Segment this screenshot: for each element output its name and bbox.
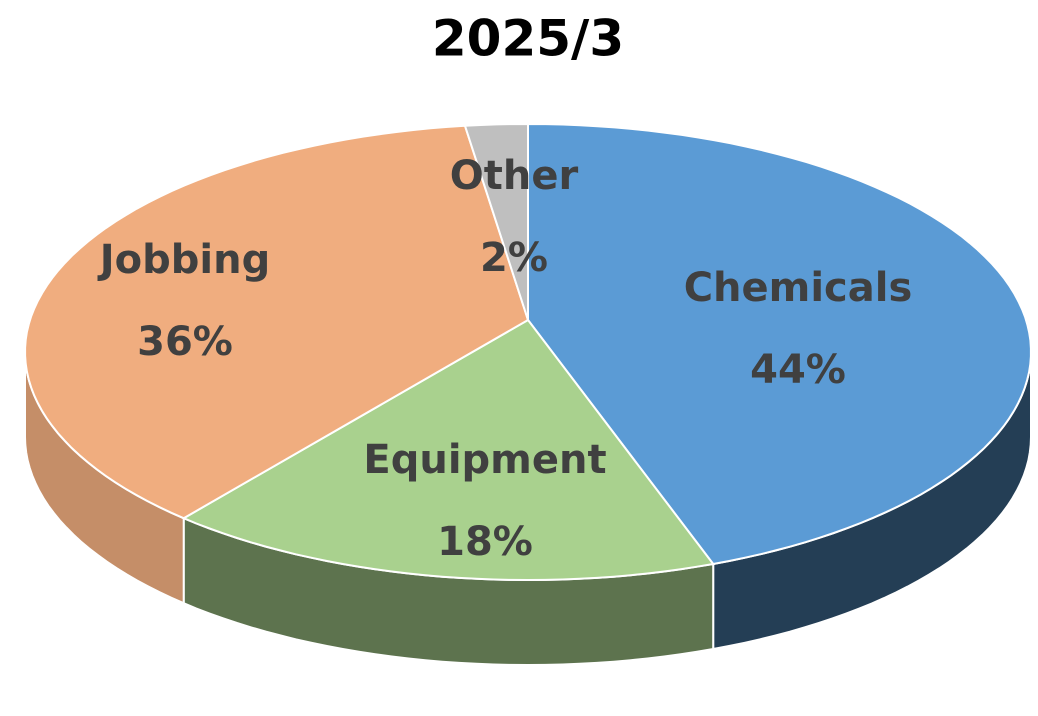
slice-label: Other <box>450 153 579 199</box>
slice-label: Equipment <box>363 437 606 483</box>
value-label: 18% <box>437 519 533 565</box>
pie-slice <box>181 318 715 582</box>
slice-label: Jobbing <box>97 237 270 283</box>
pie-slice <box>527 122 1032 566</box>
pie-slice <box>463 122 529 321</box>
pie-slice <box>24 124 530 520</box>
chart-title: 2025/3 <box>432 10 624 68</box>
value-label: 2% <box>480 235 548 281</box>
value-label: 44% <box>750 347 846 393</box>
slice-label: Chemicals <box>684 265 913 311</box>
value-label: 36% <box>137 319 233 365</box>
